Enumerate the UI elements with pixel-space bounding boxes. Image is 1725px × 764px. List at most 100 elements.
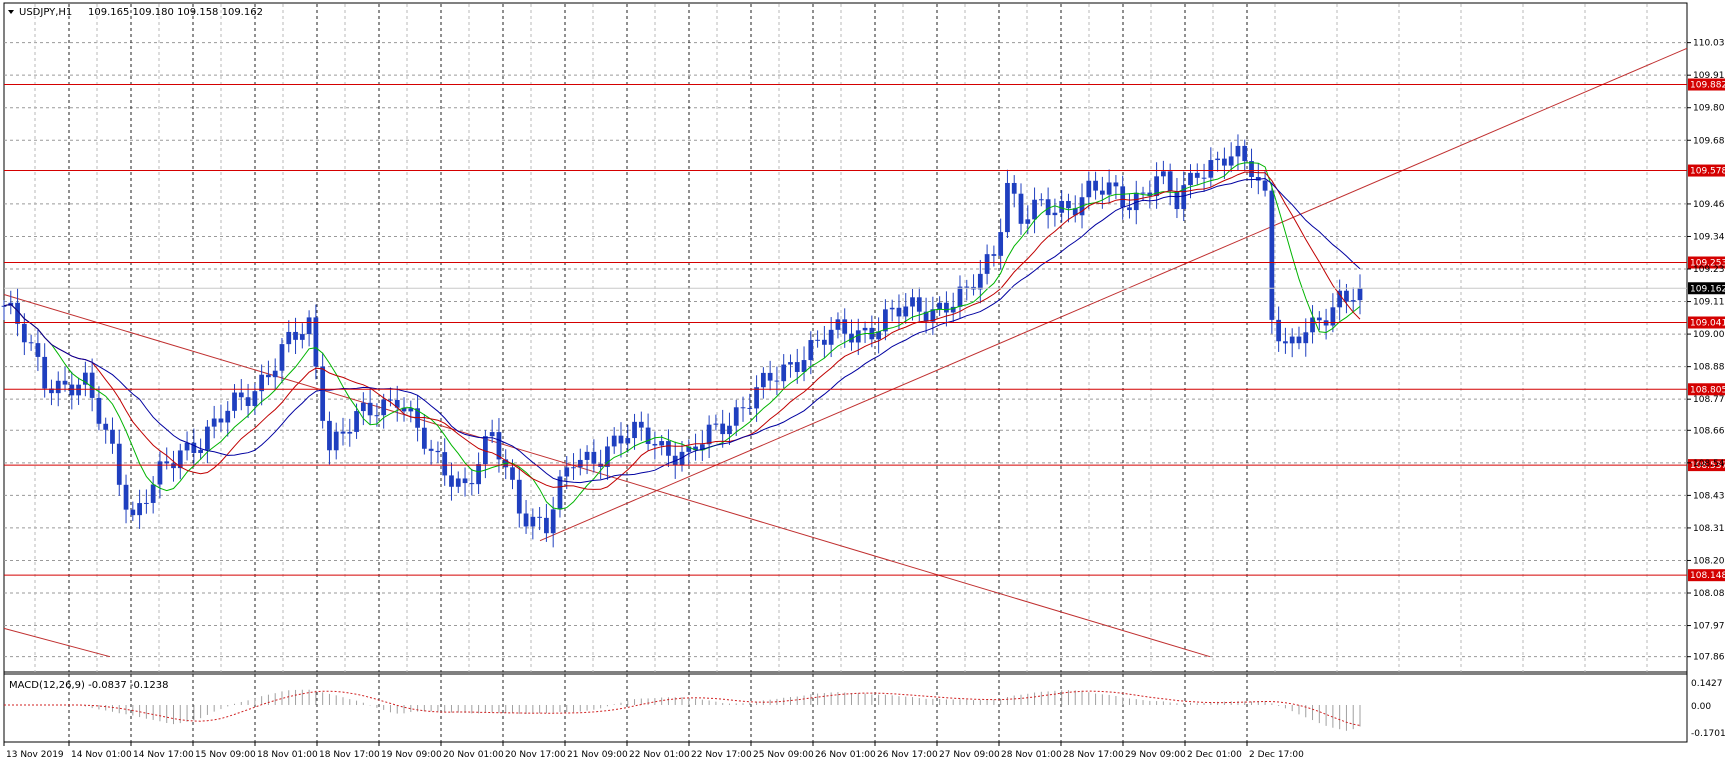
- candle-body: [103, 423, 109, 430]
- candle-body: [679, 451, 685, 466]
- time-tick-label: 15 Nov 09:00: [195, 750, 256, 760]
- price-tick-label: 109.115: [1693, 298, 1725, 308]
- candle-body: [483, 436, 488, 465]
- candle-body: [666, 441, 671, 456]
- candle-body: [469, 483, 475, 485]
- candle-body: [299, 334, 305, 340]
- candle-body: [659, 441, 665, 446]
- candle-body: [69, 384, 75, 396]
- candle-body: [510, 467, 515, 480]
- candle-body: [1316, 317, 1322, 321]
- candle-body: [442, 452, 448, 476]
- price-tick-label: 107.970: [1693, 622, 1725, 632]
- lower-trendline[interactable]: [3, 627, 111, 658]
- candle-body: [1194, 172, 1200, 178]
- candle-body: [876, 331, 881, 340]
- dropdown-triangle-icon[interactable]: [8, 10, 14, 14]
- price-pane[interactable]: [3, 2, 1688, 675]
- price-tick-label: 108.085: [1693, 589, 1725, 599]
- candle-body: [801, 360, 807, 372]
- candle-body: [544, 517, 549, 534]
- grid: [4, 4, 1687, 742]
- candle-body: [1262, 180, 1268, 191]
- ma-mid-line: [3, 171, 1361, 490]
- time-tick-label: 29 Nov 09:00: [1125, 750, 1186, 760]
- level-tag: [1688, 459, 1725, 472]
- time-tick-label: 14 Nov 17:00: [133, 750, 194, 760]
- macd-pane[interactable]: [3, 673, 1688, 743]
- candle-body: [15, 302, 20, 324]
- candle-body: [62, 380, 68, 385]
- candle-body: [496, 432, 502, 460]
- candle-body: [1113, 182, 1119, 187]
- candle-body: [381, 399, 387, 416]
- candle-body: [252, 391, 258, 406]
- candle-body: [686, 446, 692, 452]
- candle-body: [808, 340, 814, 361]
- candle-body: [1005, 182, 1010, 233]
- candle-body: [1, 305, 7, 307]
- candle-body: [320, 366, 326, 421]
- price-tick-label: 108.200: [1693, 556, 1725, 566]
- ma-fast-line: [3, 162, 1361, 510]
- candle-body: [910, 297, 915, 307]
- candle-body: [645, 427, 651, 444]
- candle-body: [516, 479, 522, 514]
- candle-body: [577, 459, 583, 468]
- candle-body: [564, 467, 570, 477]
- candle-body: [571, 467, 576, 469]
- ma-slow-line: [3, 177, 1361, 484]
- candle-body: [1201, 177, 1207, 179]
- candle-body: [1255, 176, 1261, 181]
- time-tick-label: 22 Nov 17:00: [691, 750, 752, 760]
- candle-body: [232, 392, 237, 411]
- level-tag-label: 108.805: [1690, 385, 1725, 395]
- candle-body: [272, 370, 278, 378]
- candle-body: [1120, 186, 1126, 208]
- candle-body: [923, 311, 929, 322]
- candle-body: [652, 443, 658, 446]
- candle-body: [1344, 290, 1349, 302]
- candle-body: [1038, 199, 1044, 201]
- candle-body: [957, 286, 963, 307]
- candle-body: [354, 411, 359, 432]
- level-tag: [1688, 569, 1725, 582]
- candle-body: [327, 420, 332, 451]
- price-tick-label: 110.030: [1693, 39, 1725, 49]
- candle-body: [977, 273, 983, 290]
- candle-body: [259, 374, 265, 392]
- candle-body: [293, 331, 298, 340]
- candle-body: [591, 451, 597, 464]
- candle-body: [76, 384, 81, 396]
- quote-label: 109.165 109.180 109.158 109.162: [88, 7, 263, 18]
- candle-body: [896, 307, 902, 317]
- candle-body: [205, 426, 210, 450]
- candle-body: [822, 339, 827, 345]
- candle-body: [164, 461, 170, 464]
- candle-body: [1161, 171, 1166, 177]
- level-tag-label: 109.882: [1690, 81, 1725, 91]
- candle-body: [1093, 180, 1098, 191]
- candle-body: [618, 435, 624, 444]
- level-tag: [1688, 78, 1725, 91]
- candle-body: [1283, 341, 1288, 344]
- candle-body: [110, 429, 115, 444]
- ascending-trendline[interactable]: [539, 47, 1688, 542]
- time-tick-label: 26 Nov 17:00: [877, 750, 938, 760]
- candle-body: [116, 443, 122, 485]
- candle-body: [42, 356, 48, 389]
- candle-body: [340, 431, 346, 434]
- candle-body: [313, 317, 319, 367]
- level-tag: [1688, 316, 1725, 329]
- symbol-label: USDJPY,H1: [19, 7, 72, 18]
- candle-body: [245, 397, 251, 406]
- candle-body: [611, 435, 617, 447]
- candle-body: [706, 424, 712, 445]
- candle-body: [1052, 212, 1058, 216]
- candle-body: [28, 342, 34, 344]
- candle-body: [1235, 145, 1241, 157]
- candle-body: [455, 478, 461, 487]
- candle-body: [408, 408, 414, 412]
- time-tick-label: 18 Nov 17:00: [319, 750, 380, 760]
